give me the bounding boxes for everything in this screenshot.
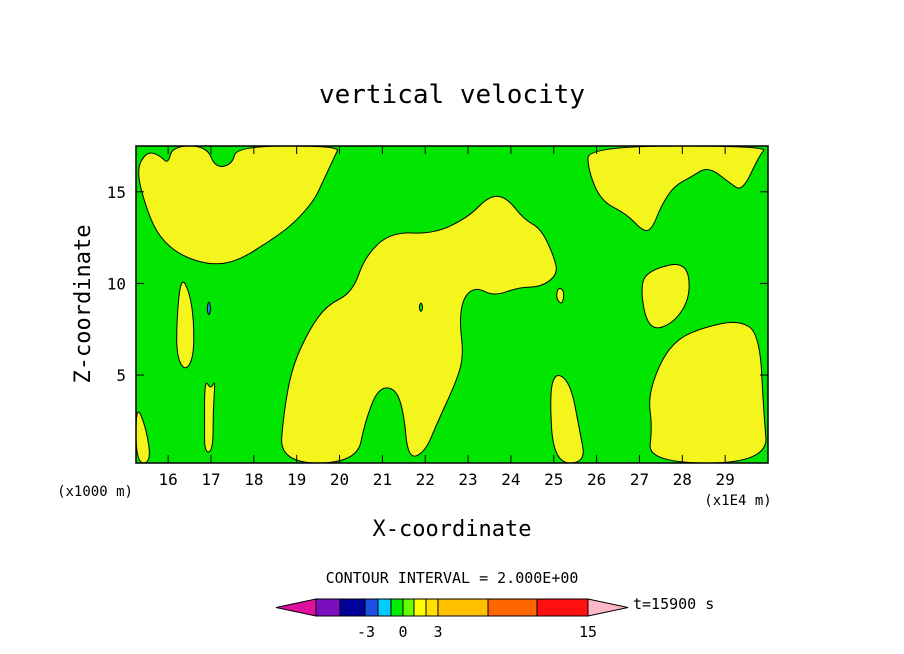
contour-interval-label: CONTOUR INTERVAL = 2.000E+00 (326, 569, 579, 587)
contour-region-near_zero (418, 302, 424, 312)
x-axis-ticks: 16 17 18 19 20 21 22 23 24 25 26 27 28 29 (159, 146, 735, 489)
contour-region-positive (587, 145, 765, 232)
colorbar: -3 0 3 15 (275, 598, 629, 641)
colorbar-segment (425, 598, 439, 617)
x-axis-label: X-coordinate (373, 517, 532, 542)
plot-frame (135, 145, 769, 464)
x-tick-label: 24 (501, 470, 520, 489)
contour-region-negative (206, 301, 211, 316)
contour-regions (135, 145, 767, 464)
y-axis-ticks: 5 10 15 (107, 183, 768, 385)
contour-region-positive (649, 321, 767, 464)
y-tick-label: 5 (116, 366, 126, 385)
x-tick-label: 23 (458, 470, 477, 489)
colorbar-segment (402, 598, 415, 617)
x-tick-label: 17 (201, 470, 220, 489)
x-tick-label: 21 (373, 470, 392, 489)
colorbar-tick-label: 3 (433, 623, 442, 641)
x-tick-label: 20 (330, 470, 349, 489)
x-tick-label: 22 (416, 470, 435, 489)
colorbar-segment (413, 598, 427, 617)
chart-title: vertical velocity (319, 80, 585, 110)
contour-region-positive (641, 264, 690, 329)
colorbar-segment (377, 598, 392, 617)
colorbar-tick-label: 0 (398, 623, 407, 641)
contour-region-positive (176, 281, 195, 369)
contour-region-positive (138, 145, 338, 265)
colorbar-segment (487, 598, 538, 617)
y-tick-label: 10 (107, 274, 126, 293)
colorbar-segment (315, 598, 341, 617)
x-tick-label: 18 (244, 470, 263, 489)
colorbar-segment (536, 598, 589, 617)
x-tick-label: 16 (159, 470, 178, 489)
x-tick-label: 27 (630, 470, 649, 489)
contour-region-positive (281, 195, 557, 464)
x-unit-right-label: (x1E4 m) (704, 493, 771, 509)
colorbar-segment (339, 598, 366, 617)
x-tick-label: 19 (287, 470, 306, 489)
colorbar-tick-label: -3 (357, 623, 375, 641)
colorbar-segment (390, 598, 404, 617)
y-axis-label: Z-coordinate (71, 225, 96, 384)
colorbar-min-triangle (275, 598, 317, 617)
colorbar-max-triangle (587, 598, 629, 617)
colorbar-segment (437, 598, 489, 617)
contour-region-positive (135, 411, 150, 464)
x-unit-left-label: (x1000 m) (57, 484, 133, 500)
x-tick-label: 28 (673, 470, 692, 489)
x-tick-label: 25 (544, 470, 563, 489)
plot-area: 16 17 18 19 20 21 22 23 24 25 26 27 28 29 5 10 15 (107, 145, 769, 489)
contour-region-positive (556, 287, 565, 304)
colorbar-tick-label: 15 (579, 623, 597, 641)
contour-region-positive (204, 382, 216, 453)
time-label: t=15900 s (633, 595, 714, 613)
colorbar-segment (364, 598, 379, 617)
x-tick-label: 29 (716, 470, 735, 489)
contour-region-positive (550, 374, 584, 464)
y-tick-label: 15 (107, 183, 126, 202)
x-tick-label: 26 (587, 470, 606, 489)
